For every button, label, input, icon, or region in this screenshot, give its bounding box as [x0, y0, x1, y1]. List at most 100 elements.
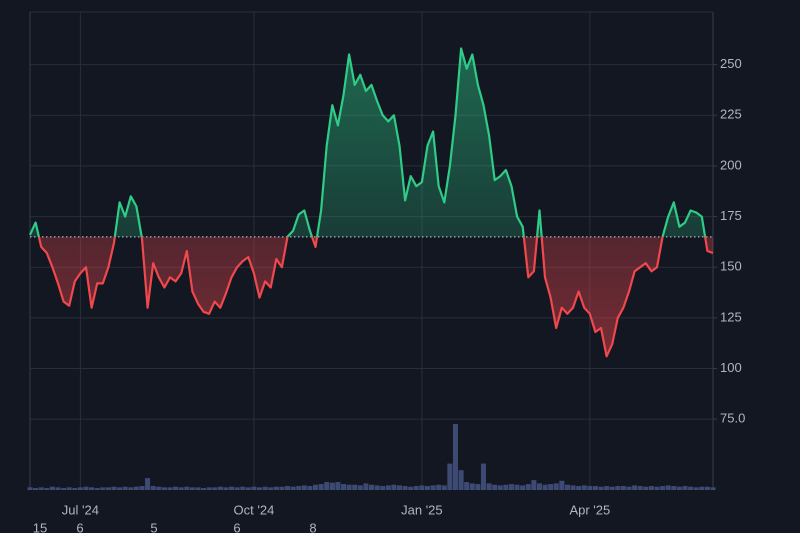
volume-bar: [72, 488, 78, 490]
volume-bar: [33, 488, 39, 490]
bottom-label: 6: [233, 520, 240, 533]
volume-bar: [38, 487, 44, 490]
volume-bar: [251, 486, 257, 490]
volume-bar: [396, 485, 403, 490]
volume-bar: [352, 484, 358, 490]
volume-bar: [536, 483, 542, 490]
volume-bar: [105, 487, 111, 490]
volume-bar: [637, 486, 643, 490]
volume-bar: [139, 486, 145, 490]
volume-bar: [441, 485, 447, 490]
volume-bar: [27, 487, 33, 490]
volume-bar: [66, 487, 72, 490]
volume-bar: [285, 486, 291, 490]
volume-bar: [340, 484, 347, 490]
volume-bar: [576, 486, 582, 490]
volume-bar: [273, 486, 279, 490]
volume-bar: [100, 487, 106, 490]
volume-bar: [223, 487, 229, 490]
volume-bar: [699, 486, 705, 490]
bottom-label: 5: [150, 520, 157, 533]
volume-bar: [452, 424, 458, 490]
volume-bar: [245, 487, 251, 490]
volume-bar: [77, 487, 83, 490]
volume-bar: [61, 488, 67, 490]
volume-bar: [301, 485, 307, 490]
volume-bar: [44, 488, 50, 490]
x-tick-label: Jul '24: [62, 502, 99, 517]
volume-bar: [620, 486, 626, 490]
volume-bar: [128, 487, 134, 490]
volume-bar: [374, 485, 380, 490]
volume-bar: [391, 484, 397, 490]
volume-bar: [671, 486, 677, 490]
volume-bar: [324, 482, 330, 490]
volume-bar: [346, 484, 352, 490]
volume-bar: [626, 486, 632, 490]
volume-bar: [240, 486, 246, 490]
volume-bar: [156, 486, 162, 490]
y-tick-label: 175: [720, 208, 742, 223]
volume-bar: [676, 486, 682, 490]
volume-bar: [480, 463, 486, 490]
volume-bar: [184, 486, 190, 490]
volume-bar: [520, 485, 526, 490]
volume-bar: [117, 487, 123, 490]
volume-bar: [447, 463, 453, 490]
volume-bar: [279, 486, 285, 490]
line-down: [37, 236, 714, 358]
volume-bar: [167, 487, 173, 490]
volume-bar: [553, 483, 559, 490]
volume-bar: [559, 480, 565, 490]
volume-bar: [592, 486, 598, 490]
volume-bar: [693, 487, 699, 490]
volume-bar: [503, 484, 509, 490]
volume-bar: [363, 483, 369, 490]
volume-bar: [604, 486, 610, 490]
volume-bar: [570, 485, 576, 490]
volume-bar: [368, 484, 375, 490]
volume-bar: [458, 470, 464, 490]
volume-bar: [609, 486, 615, 490]
volume-bar: [173, 486, 179, 490]
volume-bar: [598, 486, 604, 490]
volume-bar: [329, 482, 335, 490]
volume-bar: [195, 487, 201, 490]
volume-bar: [234, 487, 240, 490]
volume-bar: [312, 484, 319, 490]
volume-bar: [94, 488, 100, 490]
volume-bar: [257, 487, 263, 490]
y-tick-label: 100: [720, 360, 742, 375]
volume-bar: [385, 485, 391, 490]
volume-bar: [469, 483, 475, 490]
volume-bar: [497, 485, 503, 490]
volume-bar: [688, 486, 694, 490]
line-up: [29, 47, 707, 237]
x-tick-label: Jan '25: [401, 502, 443, 517]
volume-bar: [665, 485, 671, 490]
volume-bar: [212, 487, 218, 490]
volume-bar: [632, 485, 638, 490]
y-tick-label: 150: [720, 259, 742, 274]
volume-bar: [581, 485, 587, 490]
y-tick-label: 125: [720, 309, 742, 324]
volume-bar: [710, 487, 716, 490]
volume-bar: [335, 482, 341, 490]
volume-bar: [548, 484, 554, 490]
volume-bar: [178, 487, 184, 490]
volume-bar: [408, 486, 414, 490]
x-tick-label: Oct '24: [234, 502, 275, 517]
bottom-label: 15: [33, 520, 47, 533]
volume-bar: [111, 486, 117, 490]
volume-bar: [402, 486, 408, 490]
volume-bar: [704, 486, 710, 490]
volume-bar: [424, 486, 431, 490]
volume-bar: [564, 484, 570, 490]
volume-bar: [682, 486, 688, 490]
volume-bar: [514, 484, 520, 490]
y-tick-label: 75.0: [720, 411, 745, 426]
volume-bar: [206, 487, 212, 490]
bottom-label: 8: [309, 520, 316, 533]
